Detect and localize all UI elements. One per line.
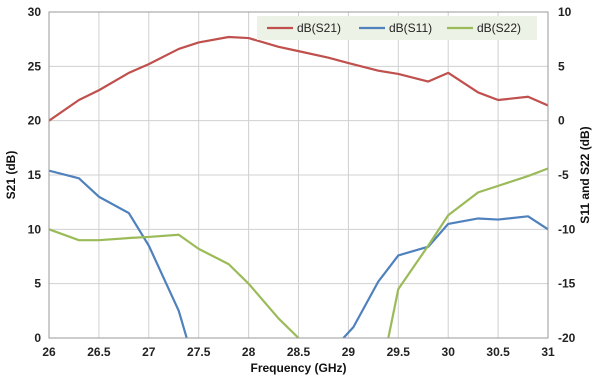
- x-axis-title: Frequency (GHz): [250, 361, 346, 375]
- y-tick-label: 20: [28, 114, 42, 128]
- y-tick-label: 0: [34, 331, 41, 345]
- series-line-db-s21-: [49, 35, 548, 122]
- y2-tick-label: -15: [558, 277, 576, 291]
- x-tick-label: 29: [342, 345, 356, 359]
- legend-label: dB(S21): [297, 21, 341, 35]
- x-tick-label: 29.5: [387, 345, 411, 359]
- legend-background: [257, 16, 537, 40]
- series-layer: [49, 35, 548, 338]
- x-tick-label: 30: [442, 345, 456, 359]
- plot-frame: [48, 11, 549, 339]
- x-tick-label: 27: [142, 345, 156, 359]
- y-tick-label: 15: [28, 168, 42, 182]
- y-tick-label: 5: [34, 277, 41, 291]
- x-tick-label: 30.5: [486, 345, 510, 359]
- series-line-db-s22-: [49, 167, 548, 338]
- x-tick-label: 28: [242, 345, 256, 359]
- y-tick-label: 10: [28, 222, 42, 236]
- y2-axis-title: S11 and S22 (dB): [578, 126, 592, 223]
- y2-tick-label: -10: [558, 222, 576, 236]
- ticks: 26 26.5 27 27.5 28 28.5 29 29.5 30 30.5 31 0 5 10 15 20…: [28, 5, 576, 359]
- x-tick-label: 27.5: [187, 345, 211, 359]
- y2-tick-label: 10: [558, 5, 572, 19]
- x-tick-label: 26.5: [87, 345, 111, 359]
- legend: dB(S21) dB(S11) dB(S22): [257, 16, 537, 40]
- y-axis-title: S21 (dB): [4, 151, 18, 200]
- legend-label: dB(S11): [389, 21, 432, 35]
- series-line-db-s11-: [49, 169, 548, 338]
- y2-tick-label: 0: [558, 114, 565, 128]
- legend-label: dB(S22): [477, 21, 521, 35]
- y2-tick-label: 5: [558, 59, 565, 73]
- grid: [48, 11, 549, 339]
- y2-tick-label: -5: [558, 168, 569, 182]
- y-tick-label: 30: [28, 5, 42, 19]
- x-tick-label: 28.5: [287, 345, 311, 359]
- y2-tick-label: -20: [558, 331, 576, 345]
- x-tick-label: 31: [541, 345, 555, 359]
- x-tick-label: 26: [42, 345, 56, 359]
- y-tick-label: 25: [28, 59, 42, 73]
